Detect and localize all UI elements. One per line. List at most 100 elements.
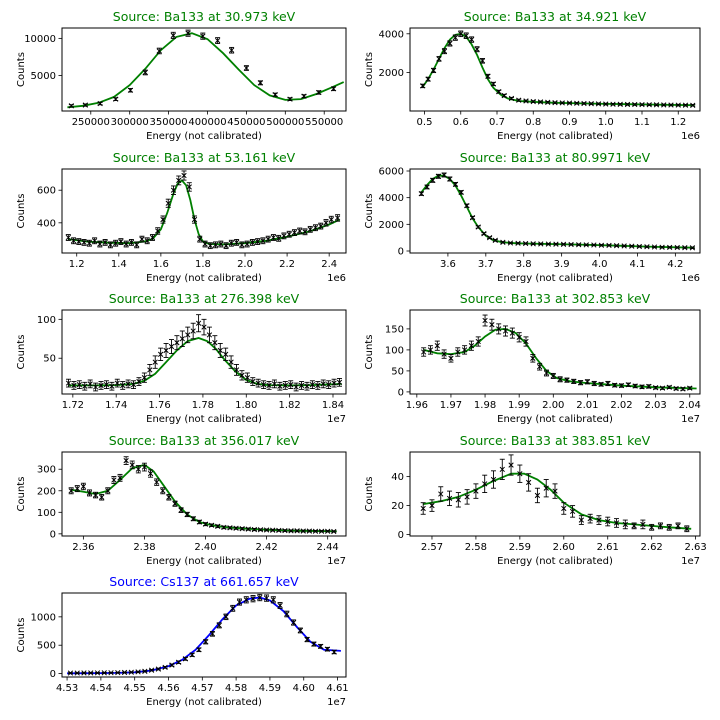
data-point bbox=[244, 240, 250, 248]
data-point bbox=[76, 380, 82, 390]
data-point bbox=[117, 473, 123, 482]
x-marker bbox=[475, 338, 481, 345]
data-point bbox=[584, 379, 591, 385]
data-point bbox=[639, 384, 645, 390]
data-point bbox=[545, 99, 551, 105]
data-point bbox=[596, 515, 602, 525]
x-marker bbox=[318, 223, 324, 229]
data-point bbox=[87, 379, 93, 389]
x-marker bbox=[687, 385, 693, 391]
x-marker bbox=[142, 69, 148, 76]
x-marker bbox=[639, 384, 645, 390]
x-marker bbox=[682, 245, 688, 251]
x-offset-label: 1e7 bbox=[681, 414, 700, 425]
data-point bbox=[128, 239, 135, 246]
data-point bbox=[659, 244, 665, 250]
x-marker bbox=[123, 457, 129, 464]
x-marker bbox=[68, 103, 74, 109]
x-marker bbox=[281, 233, 287, 239]
data-point bbox=[148, 667, 155, 673]
x-marker bbox=[288, 382, 294, 388]
x-marker bbox=[617, 101, 623, 107]
data-point bbox=[469, 215, 476, 221]
x-marker bbox=[517, 471, 523, 477]
x-marker bbox=[434, 343, 440, 349]
data-point bbox=[239, 370, 245, 381]
x-marker bbox=[265, 236, 271, 242]
subplot-7: Source: Ba133 at 356.017 keV 2.36 2.38 2.40… bbox=[16, 433, 347, 567]
x-tick-label: 2.04 bbox=[679, 400, 701, 411]
x-tick-label: 500000 bbox=[266, 117, 304, 128]
data-point bbox=[298, 381, 305, 390]
x-marker bbox=[260, 238, 266, 244]
x-marker bbox=[76, 382, 82, 388]
data-point bbox=[86, 239, 93, 247]
x-marker bbox=[576, 242, 582, 248]
x-tick-label: 1.8 bbox=[195, 259, 211, 270]
data-point bbox=[74, 485, 80, 493]
x-marker bbox=[214, 37, 221, 44]
axes-frame bbox=[61, 592, 347, 678]
x-marker bbox=[595, 101, 602, 107]
data-point bbox=[320, 379, 326, 389]
data-point bbox=[474, 46, 480, 53]
x-marker bbox=[215, 523, 221, 529]
data-point bbox=[534, 487, 541, 504]
data-point bbox=[223, 242, 229, 250]
data-point bbox=[155, 227, 161, 235]
axes-frame bbox=[61, 309, 347, 395]
data-point bbox=[76, 238, 82, 245]
x-marker bbox=[263, 595, 270, 601]
x-marker bbox=[94, 670, 101, 676]
subplot-3: Source: Ba133 at 53.161 keV 1.2 1.4 1.6 1.8 2… bbox=[16, 150, 347, 284]
x-marker bbox=[436, 56, 442, 62]
data-point bbox=[80, 482, 87, 491]
data-point bbox=[249, 239, 256, 246]
y-axis-label: Counts bbox=[16, 335, 27, 370]
x-marker bbox=[107, 242, 114, 248]
data-point bbox=[203, 639, 209, 645]
subplot-6: Source: Ba133 at 302.853 keV 1.96 1.97 1.98… bbox=[364, 291, 701, 425]
x-marker bbox=[125, 381, 131, 387]
data-point bbox=[517, 464, 523, 483]
x-marker bbox=[675, 523, 681, 529]
x-tick-label: 4.1 bbox=[629, 259, 645, 270]
x-marker bbox=[331, 528, 337, 535]
x-marker bbox=[114, 380, 120, 386]
data-point bbox=[682, 245, 688, 251]
data-point bbox=[169, 662, 175, 668]
plot-area bbox=[420, 314, 697, 392]
data-point bbox=[649, 523, 655, 531]
axes-frame bbox=[61, 27, 347, 112]
x-marker bbox=[228, 359, 234, 365]
data-point bbox=[65, 234, 71, 241]
x-tick-label: 1.99 bbox=[508, 400, 530, 411]
x-marker bbox=[561, 505, 567, 512]
x-marker bbox=[331, 649, 337, 655]
x-tick-label: 3.7 bbox=[478, 259, 494, 270]
data-point bbox=[191, 215, 198, 224]
data-point bbox=[189, 652, 195, 658]
x-marker bbox=[612, 382, 618, 388]
subplot-8: Source: Ba133 at 383.851 keV 2.57 2.58 2.59… bbox=[364, 433, 707, 567]
x-marker bbox=[574, 100, 580, 106]
data-point bbox=[603, 101, 609, 107]
data-point bbox=[202, 521, 209, 527]
x-marker bbox=[87, 381, 93, 387]
data-point bbox=[250, 595, 256, 603]
x-marker bbox=[121, 669, 128, 676]
x-tick-label: 2.44 bbox=[317, 542, 339, 553]
x-marker bbox=[208, 522, 215, 528]
data-point bbox=[212, 241, 219, 249]
fit-curve bbox=[67, 596, 341, 675]
x-marker bbox=[490, 476, 497, 483]
data-point bbox=[141, 462, 148, 472]
data-point bbox=[309, 380, 316, 390]
axes-frame bbox=[61, 168, 347, 254]
x-marker bbox=[82, 102, 88, 108]
x-marker bbox=[142, 668, 148, 674]
data-point bbox=[587, 513, 593, 524]
data-point bbox=[591, 380, 597, 387]
x-marker bbox=[302, 229, 308, 235]
x-marker bbox=[420, 83, 426, 89]
